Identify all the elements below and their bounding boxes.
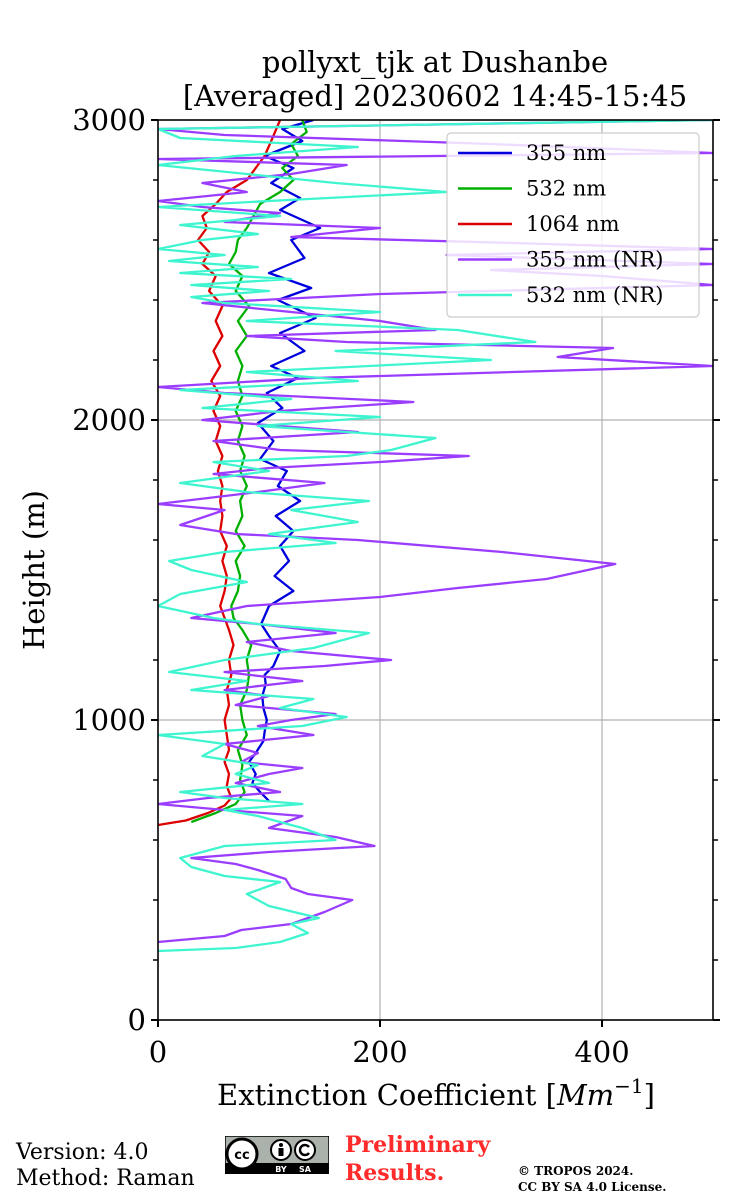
preliminary-line-2: Results. [345,1160,445,1186]
cc-icon [225,1137,259,1171]
legend-box [446,132,700,318]
preliminary-line-1: Preliminary [345,1132,491,1158]
cc-icon-label: cc [234,1148,249,1163]
copyright-line-2: CC BY SA 4.0 License. [518,1180,667,1194]
legend-label-4: 532 nm (NR) [526,283,663,307]
copyright-line-1: © TROPOS 2024. [518,1164,634,1178]
plot-frame [157,119,714,1021]
legend-label-0: 355 nm [526,141,606,165]
x-axis-label-text: Extinction Coefficient [ [217,1078,557,1112]
x-tick-label-1: 200 [352,1035,407,1069]
x-tick-label-0: 0 [149,1035,167,1069]
series-line-0 [247,120,322,802]
cc-by-sa-badge: cc BY SA [225,1136,329,1174]
series-line-2 [158,120,282,827]
series-line-3 [158,120,713,944]
legend-label-1: 532 nm [526,177,606,201]
x-axis-label-end: ] [644,1078,655,1112]
y-tick-label-3: 3000 [72,103,146,137]
chart-title: pollyxt_tjk at Dushanbe [262,45,608,80]
version-text: Version: 4.0 [16,1140,149,1165]
extinction-chart: pollyxt_tjk at Dushanbe [Averaged] 20230… [17,45,720,1112]
axis-ticks: 0 200 400 0 1000 2000 3000 [72,103,720,1069]
by-label: BY [275,1165,287,1174]
y-tick-label-2: 2000 [72,403,146,437]
x-axis-label: Extinction Coefficient [Mm−1] [217,1074,655,1112]
sa-icon [294,1139,316,1161]
sa-icon-arrow [298,1143,310,1157]
by-icon-head [279,1143,283,1147]
legend-label-3: 355 nm (NR) [526,248,663,272]
x-tick-label-2: 400 [574,1035,629,1069]
x-axis-label-exponent: −1 [614,1074,643,1098]
y-tick-label-1: 1000 [72,703,146,737]
series-line-4 [158,120,713,953]
legend-label-2: 1064 nm [526,212,620,236]
sa-label: SA [299,1165,312,1174]
legend: 355 nm 532 nm 1064 nm 355 nm (NR) 532 nm (NR… [446,132,700,318]
series-group [158,120,713,953]
by-icon-body [278,1148,284,1156]
method-text: Method: Raman [16,1166,195,1191]
y-axis-label: Height (m) [17,490,51,650]
chart-subtitle: [Averaged] 20230602 14:45-15:45 [183,79,687,113]
y-tick-label-0: 0 [128,1003,146,1037]
x-axis-label-unit: Mm [556,1078,614,1112]
